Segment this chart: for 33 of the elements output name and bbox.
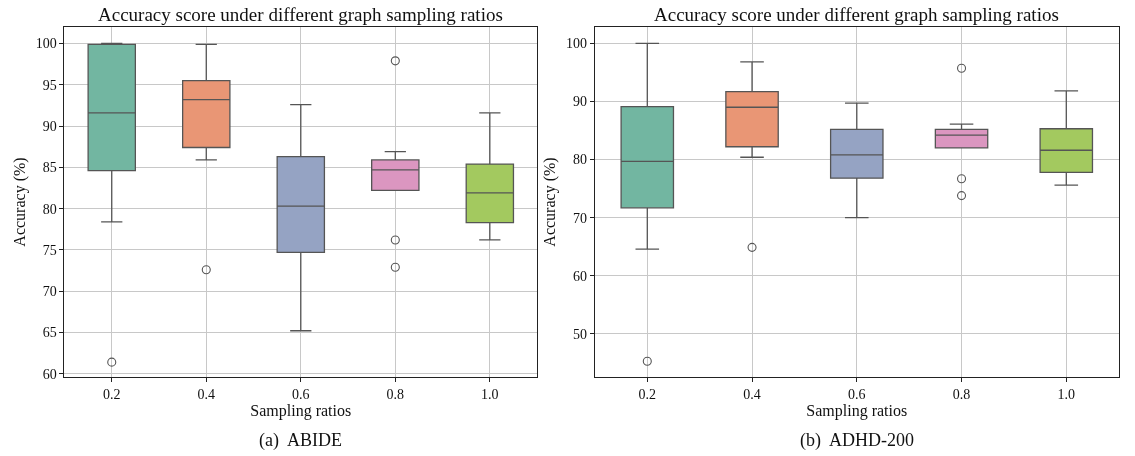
x-tick-label: 1.0: [1057, 386, 1076, 402]
text: (b) ADHD-200: [800, 430, 914, 451]
y-axis-title: Accuracy (%): [10, 157, 29, 247]
chart-title: Accuracy score under different graph sampling ratios: [98, 4, 503, 25]
x-tick-label: 0.4: [743, 386, 761, 402]
y-tick-label: 75: [42, 242, 57, 258]
chart-title: Accuracy score under different graph sampling ratios: [654, 4, 1059, 25]
x-tick-label: 0.2: [638, 386, 657, 402]
y-tick-label: 100: [35, 36, 57, 52]
x-axis-title: Sampling ratios: [250, 402, 352, 421]
y-tick-label: 80: [42, 201, 57, 217]
x-tick-label: 0.4: [197, 386, 216, 402]
y-tick-label: 95: [42, 77, 57, 93]
x-tick-label: 0.6: [292, 386, 310, 402]
y-tick-label: 60: [42, 366, 57, 382]
y-tick-label: 50: [573, 326, 588, 342]
y-tick-label: 80: [573, 152, 588, 168]
y-tick-label: 85: [42, 160, 57, 176]
x-tick-label: 0.8: [952, 386, 971, 402]
y-axis-title: Accuracy (%): [541, 157, 560, 247]
y-tick-label: 70: [573, 210, 588, 226]
y-tick-label: 70: [42, 284, 57, 300]
text: (a) ABIDE: [259, 430, 342, 451]
x-tick-label: 0.6: [848, 386, 866, 402]
x-tick-label: 1.0: [481, 386, 499, 402]
y-tick-label: 100: [566, 36, 588, 52]
x-tick-label: 0.8: [386, 386, 405, 402]
y-tick-label: 65: [42, 325, 57, 341]
x-axis-title: Sampling ratios: [806, 402, 908, 421]
y-tick-label: 90: [573, 94, 588, 110]
x-tick-label: 0.2: [103, 386, 121, 402]
y-tick-label: 60: [573, 268, 588, 284]
y-tick-label: 90: [42, 118, 57, 134]
